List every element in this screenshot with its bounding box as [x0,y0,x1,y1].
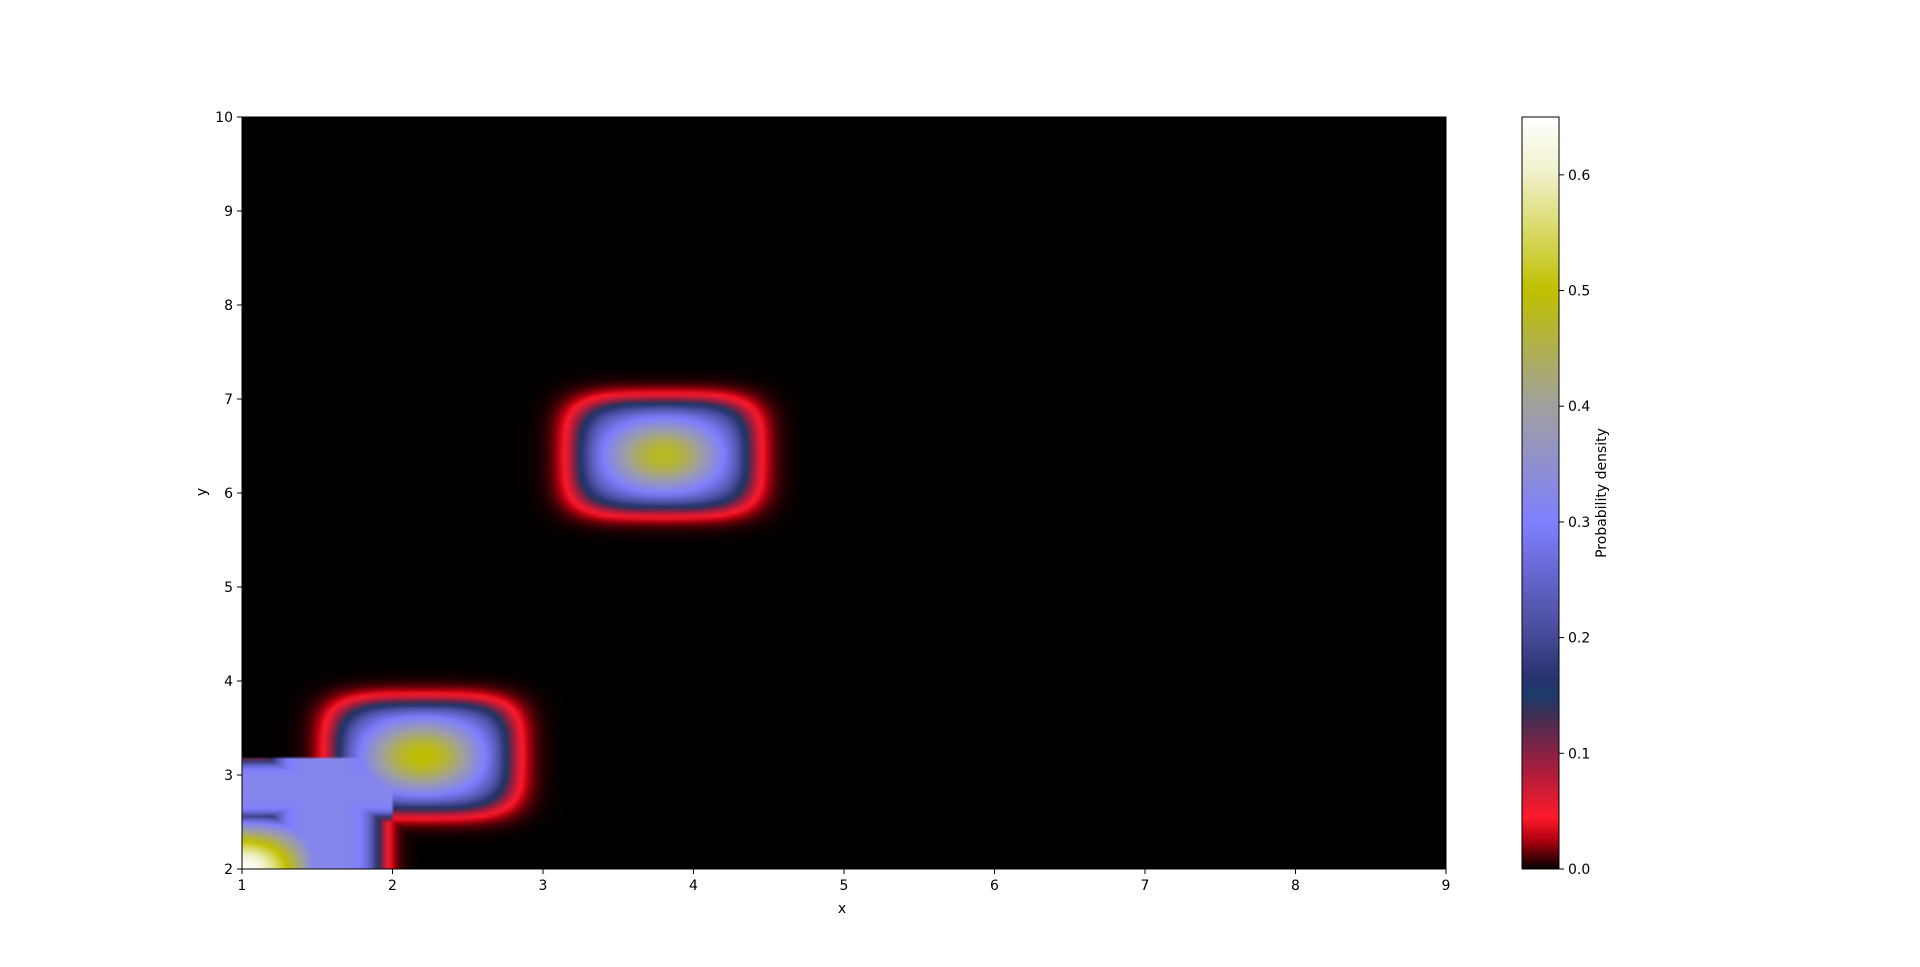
x-axis-label: x [838,901,846,917]
y-tick-label: 7 [224,392,233,408]
y-tick-label: 4 [224,674,233,690]
colorbar-label: Probability density [1594,428,1610,558]
y-tick-label: 8 [224,298,233,314]
x-tick-label: 3 [539,878,548,894]
y-tick-label: 3 [224,768,233,784]
colorbar: 0.0 0.1 0.2 0.3 0.4 0.5 0.6 Probability densit… [1521,116,1610,878]
heatmap-image [242,117,1446,869]
colorbar-bar [1521,116,1560,870]
colorbar-tick-label: 0.5 [1568,284,1590,300]
x-tick-label: 7 [1141,878,1150,894]
x-tick-label: 9 [1442,878,1451,894]
x-tick-label: 2 [388,878,397,894]
x-tick-label: 6 [990,878,999,894]
colorbar-tick-label: 0.1 [1568,746,1590,762]
x-tick-label: 5 [840,878,849,894]
colorbar-tick-label: 0.4 [1568,399,1590,415]
y-tick-label: 5 [224,580,233,596]
x-tick-label: 8 [1291,878,1300,894]
colorbar-tick-label: 0.3 [1568,515,1590,531]
y-tick-label: 2 [224,862,233,878]
colorbar-tick-label: 0.6 [1568,168,1590,184]
y-tick-label: 9 [224,204,233,220]
colorbar-tick-label: 0.2 [1568,631,1590,647]
y-tick-label: 10 [215,110,233,126]
colorbar-tick-label: 0.0 [1568,862,1590,878]
y-axis: 2 3 4 5 6 7 8 9 10 [215,110,242,878]
x-tick-label: 1 [238,878,247,894]
x-tick-label: 4 [689,878,698,894]
colorbar-ticks: 0.0 0.1 0.2 0.3 0.4 0.5 0.6 [1559,168,1590,878]
y-tick-label: 6 [224,486,233,502]
plot-area [241,116,1447,870]
y-axis-label: y [194,488,210,496]
x-axis: 1 2 3 4 5 6 7 8 9 [238,869,1451,894]
